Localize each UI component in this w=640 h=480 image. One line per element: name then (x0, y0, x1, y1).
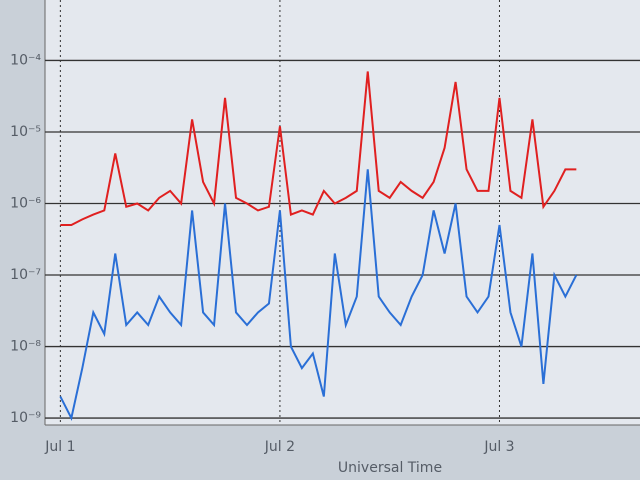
series-line (59, 169, 578, 422)
x-tick-label: Jul 3 (483, 439, 514, 455)
plot-area (45, 0, 640, 425)
series-line (60, 71, 577, 227)
y-tick-label: 10⁻⁵ (10, 124, 41, 140)
x-tick-label: Jul 2 (264, 439, 295, 455)
x-axis-label: Universal Time (338, 460, 442, 476)
y-tick-label: 10⁻⁷ (10, 267, 41, 283)
y-tick-label: 10⁻⁹ (10, 410, 41, 426)
y-tick-label: 10⁻⁶ (10, 195, 41, 211)
y-tick-label: 10⁻⁴ (10, 52, 41, 68)
x-tick-label: Jul 1 (44, 439, 75, 455)
y-tick-label: 10⁻⁸ (10, 339, 41, 355)
